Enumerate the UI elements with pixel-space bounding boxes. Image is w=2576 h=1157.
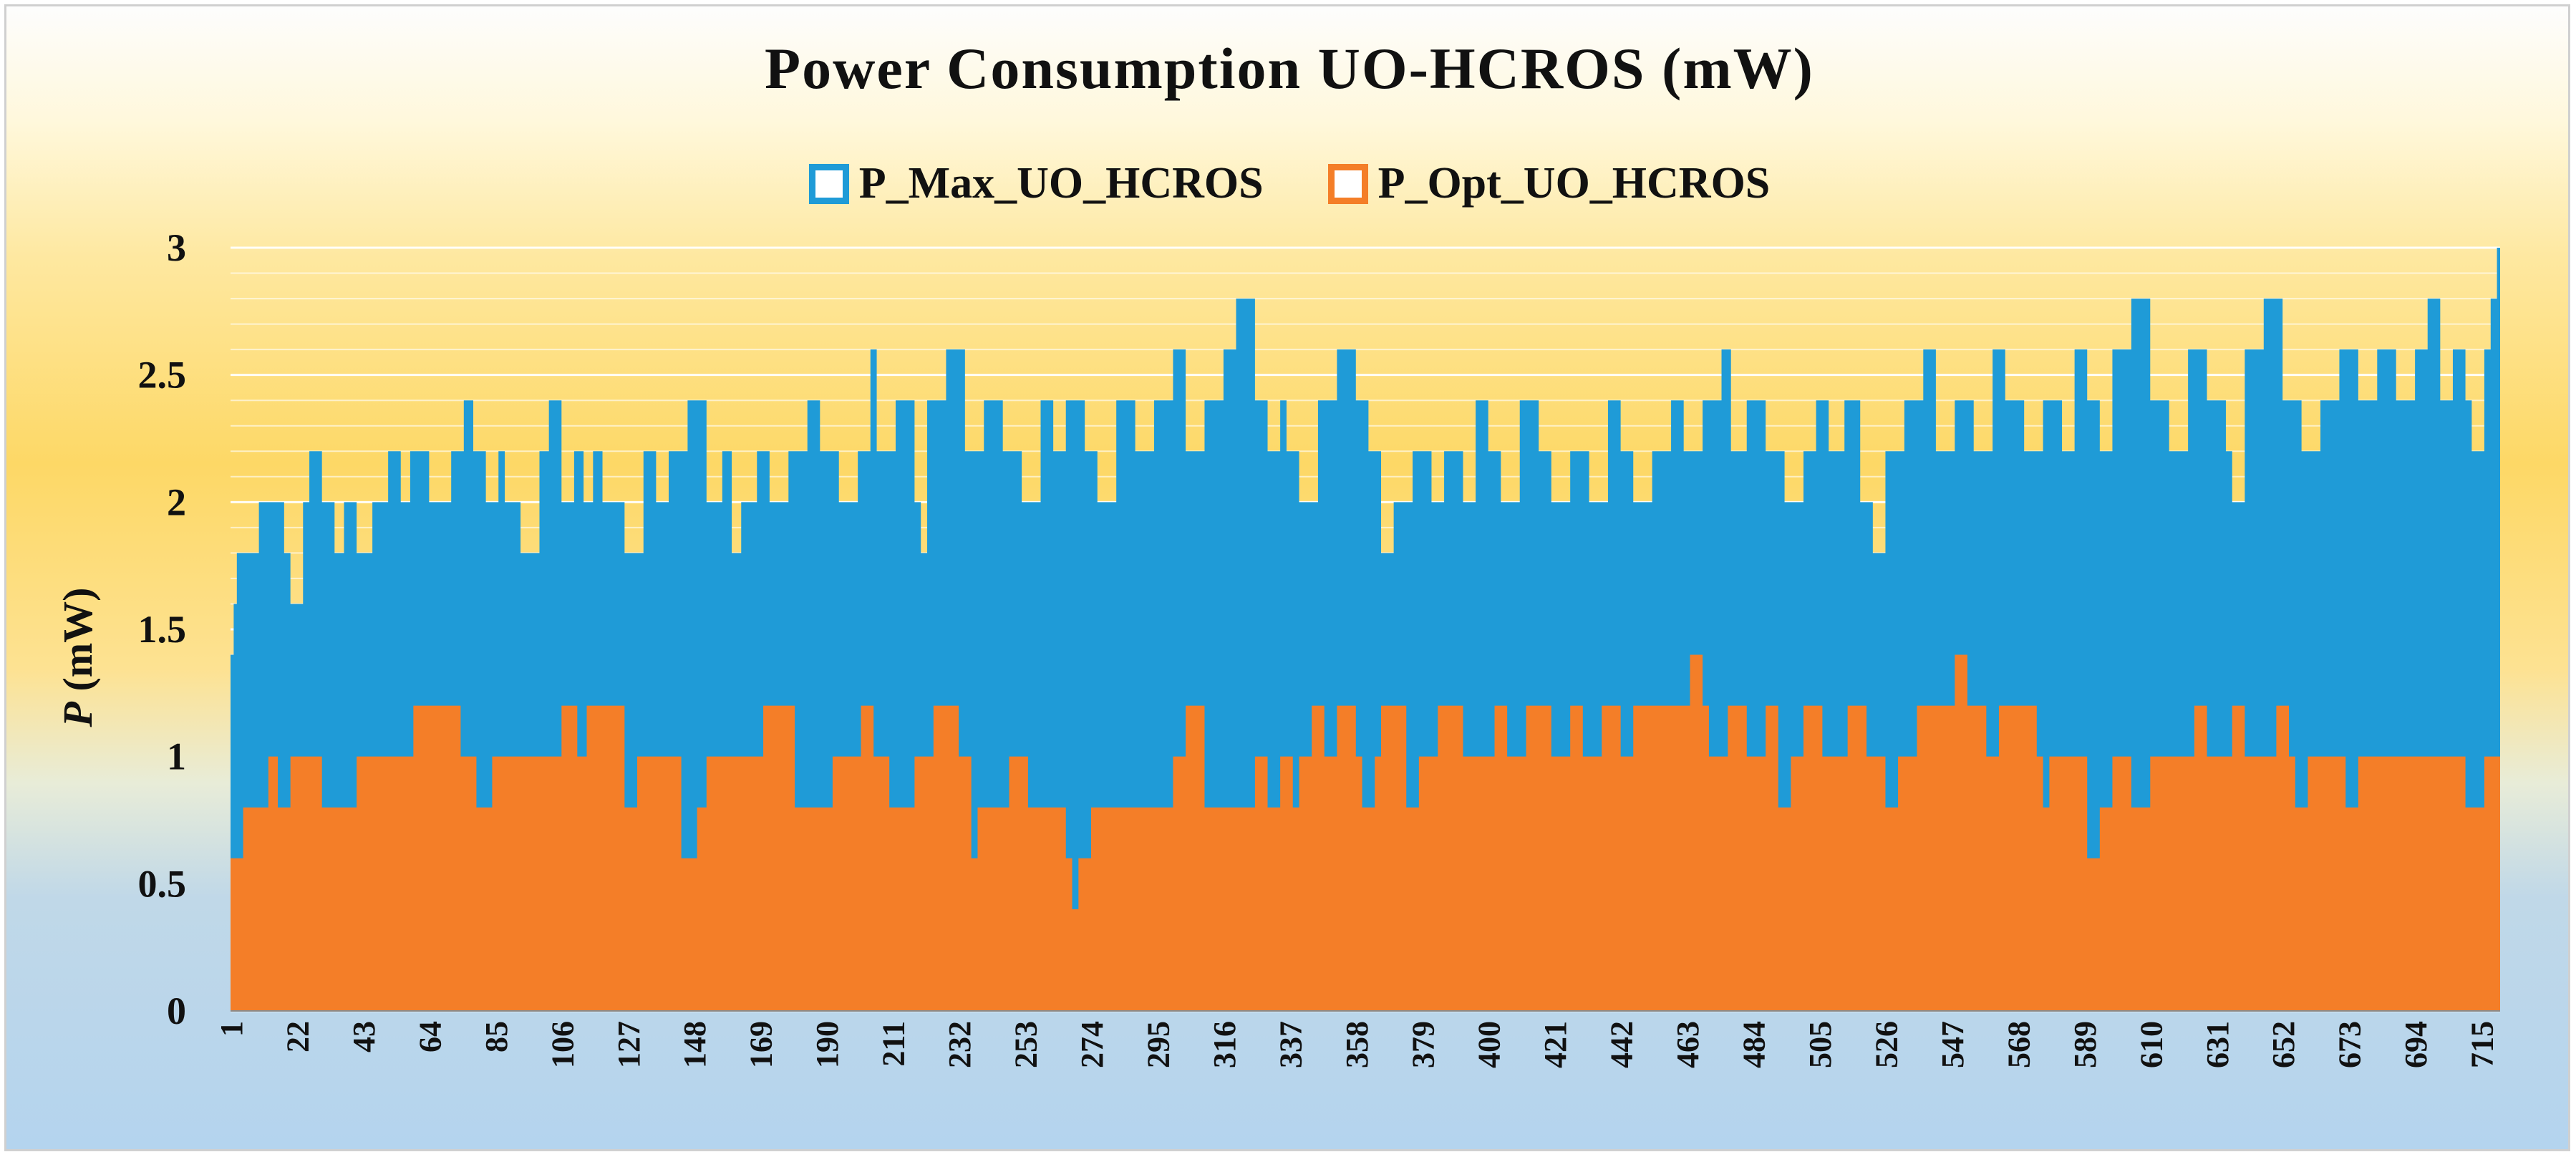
x-tick-label: 169 <box>744 1021 779 1068</box>
x-tick-label: 652 <box>2266 1021 2301 1068</box>
x-tick-label: 22 <box>280 1021 315 1052</box>
x-tick-label: 253 <box>1009 1021 1044 1068</box>
legend: P_Max_UO_HCROS P_Opt_UO_HCROS <box>6 158 2572 209</box>
y-tick-label: 3 <box>167 226 186 269</box>
series-area-opt <box>231 654 2500 1011</box>
y-tick-label: 0 <box>167 989 186 1032</box>
x-tick-label: 211 <box>876 1021 911 1067</box>
x-tick-label: 484 <box>1737 1021 1772 1068</box>
y-axis-label: P (mW) <box>54 588 101 728</box>
x-axis: 1 22 43 64 85 106 127 148 169 190 211 232 253 274 295 3… <box>214 1010 2500 1068</box>
x-tick-label: 442 <box>1604 1021 1640 1068</box>
legend-label-max: P_Max_UO_HCROS <box>858 159 1264 208</box>
x-tick-label: 715 <box>2465 1021 2500 1068</box>
x-tick-label: 505 <box>1803 1021 1838 1068</box>
x-tick-label: 85 <box>479 1021 514 1052</box>
x-tick-label: 358 <box>1340 1021 1375 1068</box>
x-tick-label: 568 <box>2001 1021 2036 1068</box>
y-axis-label-unit: (mW) <box>54 588 101 702</box>
x-tick-label: 526 <box>1869 1021 1904 1068</box>
x-tick-label: 64 <box>412 1021 447 1052</box>
y-tick-label: 1.5 <box>138 608 187 651</box>
x-tick-label: 631 <box>2200 1021 2235 1068</box>
x-tick-label: 1 <box>214 1021 249 1037</box>
x-tick-label: 295 <box>1141 1021 1176 1068</box>
legend-swatch-max <box>808 163 849 204</box>
x-tick-label: 379 <box>1405 1021 1440 1068</box>
x-tick-label: 463 <box>1670 1021 1705 1068</box>
y-axis-label-var: P <box>54 701 101 727</box>
chart-title: Power Consumption UO-HCROS (mW) <box>765 36 1814 101</box>
x-tick-label: 232 <box>942 1021 977 1068</box>
y-axis: 0 0.5 1 1.5 2 2.5 3 <box>138 226 187 1032</box>
legend-swatch-opt <box>1327 163 1368 204</box>
x-tick-label: 106 <box>545 1021 580 1068</box>
x-tick-label: 610 <box>2134 1021 2169 1068</box>
x-tick-label: 547 <box>1935 1021 1970 1068</box>
x-tick-label: 274 <box>1075 1021 1110 1068</box>
y-tick-label: 0.5 <box>138 862 187 905</box>
x-tick-label: 673 <box>2333 1021 2368 1068</box>
x-tick-label: 316 <box>1207 1021 1242 1068</box>
x-tick-label: 694 <box>2398 1021 2434 1068</box>
y-tick-label: 2 <box>167 480 186 523</box>
x-tick-label: 190 <box>810 1021 845 1068</box>
x-tick-label: 337 <box>1273 1021 1308 1068</box>
x-tick-label: 400 <box>1472 1021 1507 1068</box>
x-tick-label: 421 <box>1538 1021 1573 1068</box>
x-tick-label: 589 <box>2068 1021 2103 1068</box>
x-tick-label: 43 <box>347 1021 382 1052</box>
x-tick-label: 127 <box>611 1021 647 1068</box>
y-tick-label: 2.5 <box>138 354 187 397</box>
legend-item-max: P_Max_UO_HCROS <box>808 158 1264 209</box>
series-layer <box>231 248 2500 1011</box>
legend-item-opt: P_Opt_UO_HCROS <box>1327 158 1771 209</box>
legend-label-opt: P_Opt_UO_HCROS <box>1377 159 1771 208</box>
x-tick-label: 148 <box>677 1021 712 1068</box>
y-tick-label: 1 <box>167 735 186 778</box>
